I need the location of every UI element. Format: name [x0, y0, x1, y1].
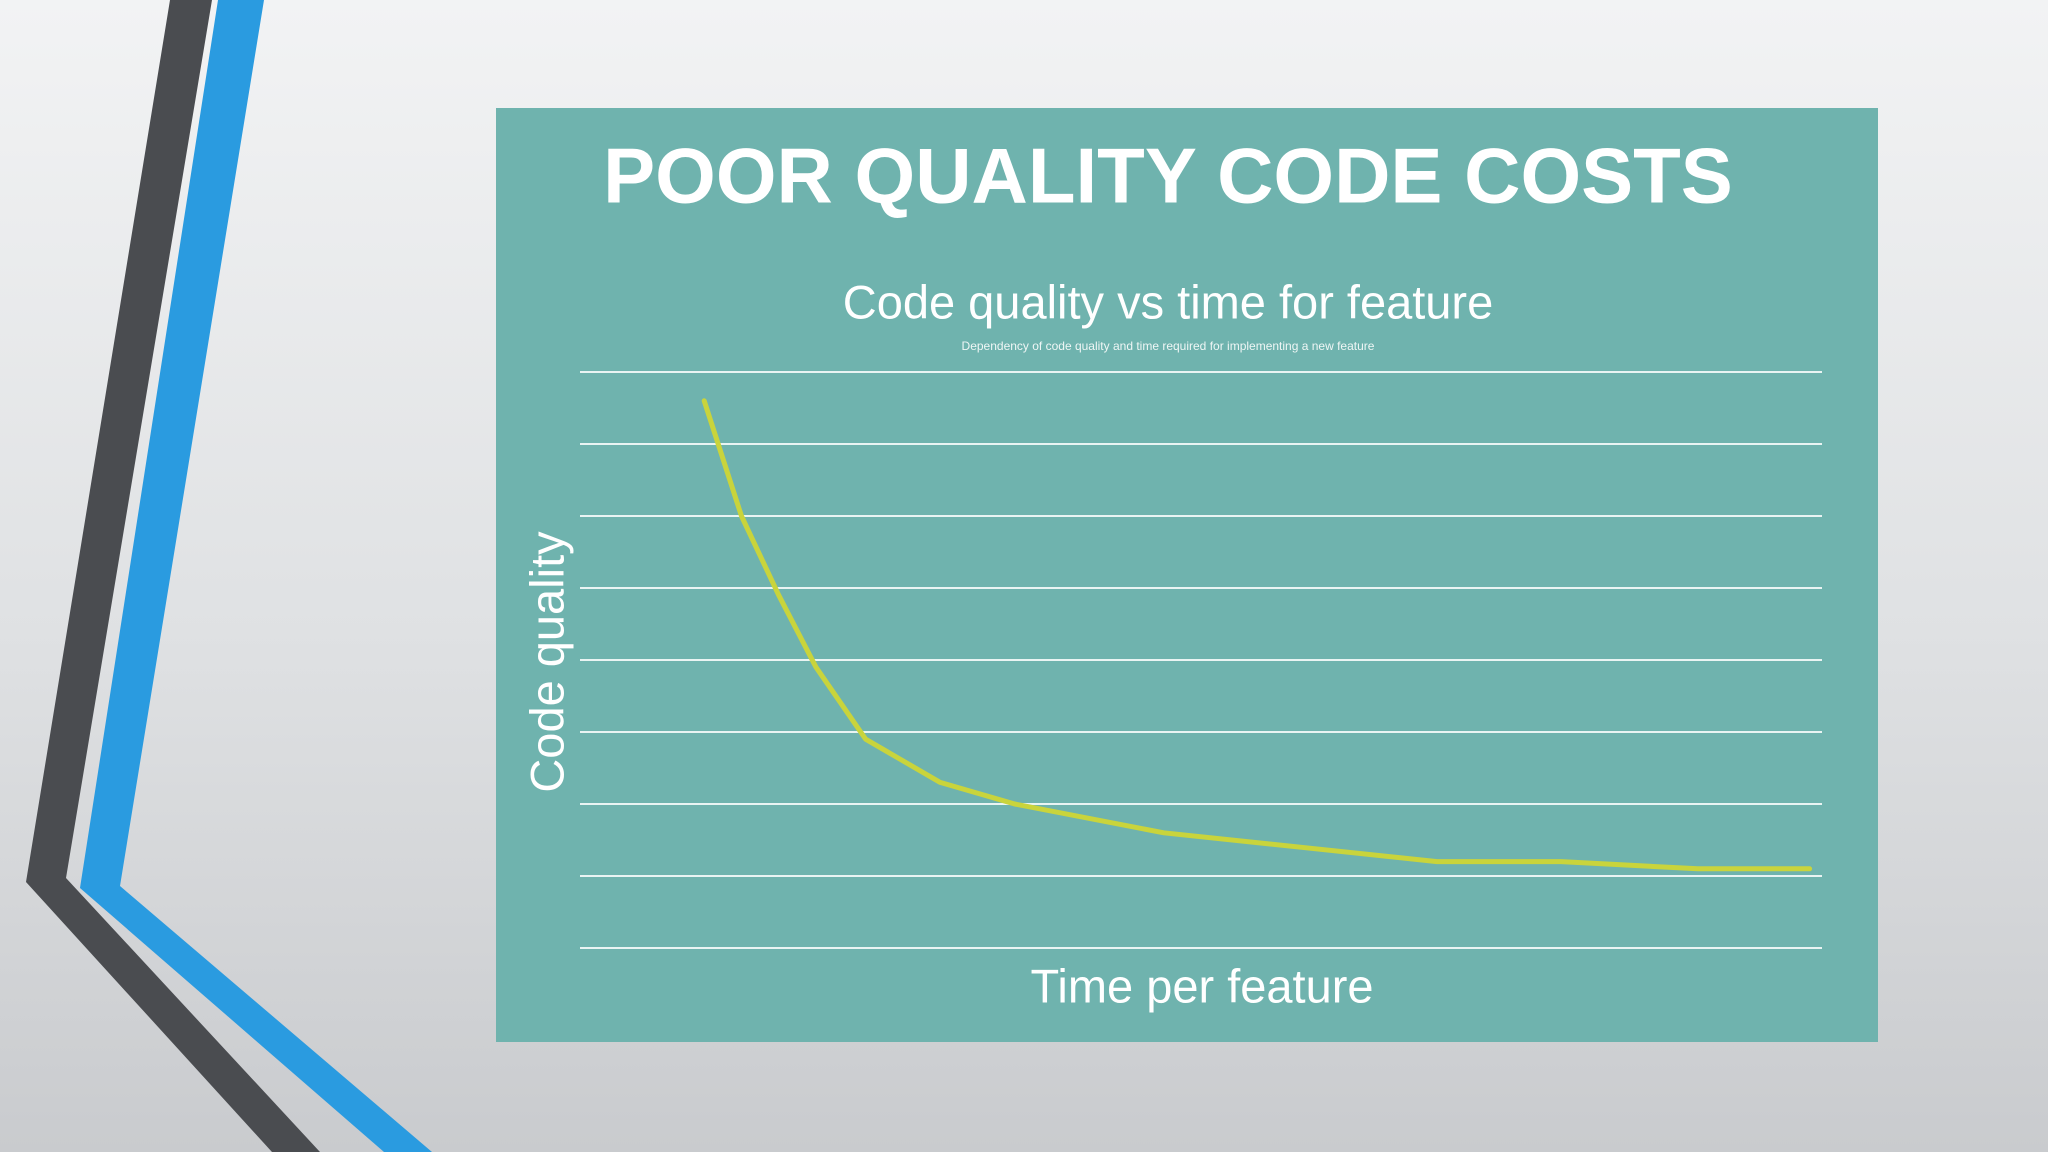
slide-title: POOR QUALITY CODE COSTS	[603, 132, 1733, 220]
chart-title: Code quality vs time for feature	[843, 275, 1493, 328]
x-axis-label: Time per feature	[1030, 959, 1373, 1012]
plot-area	[580, 371, 1822, 949]
chart-panel	[496, 108, 1878, 1042]
decor-stripe	[26, 0, 320, 1152]
data-line	[701, 398, 1813, 872]
decor-stripe	[80, 0, 432, 1152]
chart-subtitle: Dependency of code quality and time requ…	[962, 339, 1375, 353]
y-axis-label: Code quality	[520, 531, 573, 793]
